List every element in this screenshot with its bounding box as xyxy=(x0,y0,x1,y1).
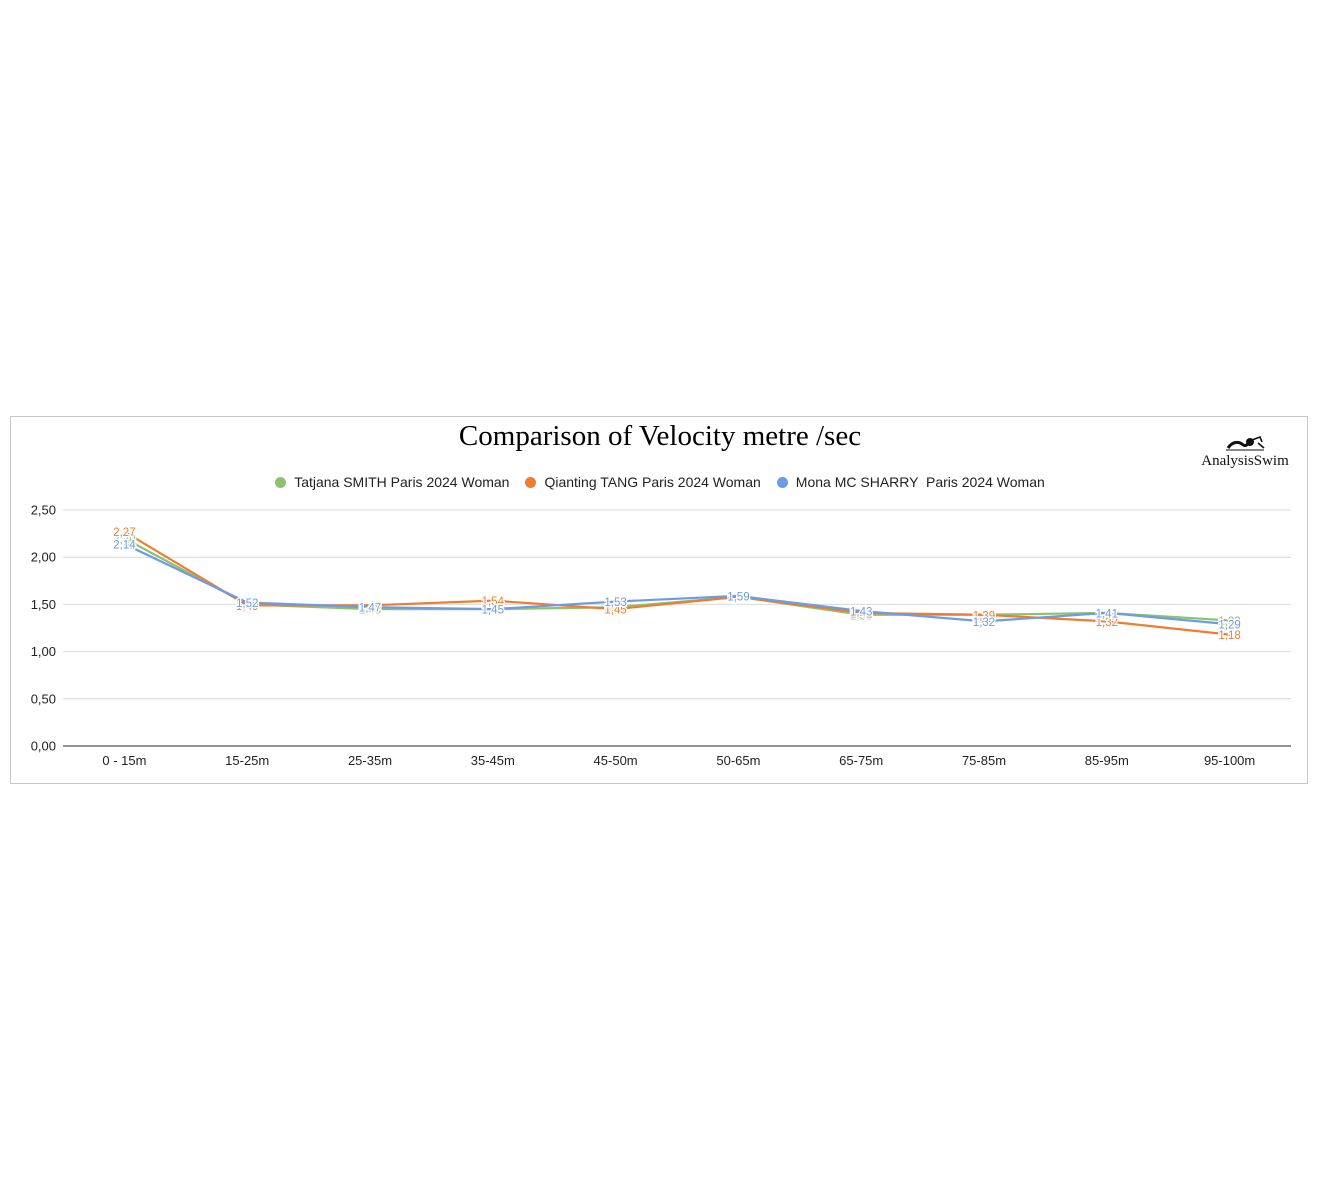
legend-swatch xyxy=(776,476,788,488)
data-label: 1,59 xyxy=(727,591,749,603)
data-label: 1,45 xyxy=(482,605,504,617)
data-label: 1,45 xyxy=(604,605,626,617)
data-label: 2,20 xyxy=(113,534,135,546)
data-label: 1,18 xyxy=(1218,630,1240,642)
legend-item-mcsharry: Mona MC SHARRY Paris 2024 Woman xyxy=(776,474,1045,490)
data-label: 1,39 xyxy=(973,610,995,622)
chart-legend: Tatjana SMITH Paris 2024 Woman Qianting … xyxy=(0,474,1320,490)
data-label: 1,49 xyxy=(236,601,258,613)
x-tick-label: 75-85m xyxy=(962,753,1006,768)
data-label: 1,29 xyxy=(1218,620,1240,632)
y-tick-label: 2,00 xyxy=(31,550,56,565)
series-line-0 xyxy=(123,537,1230,622)
swimmer-icon xyxy=(1226,435,1265,451)
data-label: 1,45 xyxy=(359,605,381,617)
chart-title: Comparison of Velocity metre /sec xyxy=(458,420,862,452)
legend-label: Tatjana SMITH Paris 2024 Woman xyxy=(294,474,510,490)
legend-item-smith: Tatjana SMITH Paris 2024 Woman xyxy=(275,474,509,490)
x-tick-label: 50-65m xyxy=(716,753,760,768)
data-label: 2,14 xyxy=(113,539,136,551)
data-label: 1,54 xyxy=(482,596,505,608)
y-tick-label: 2,50 xyxy=(31,503,56,518)
legend-label: Qianting TANG Paris 2024 Woman xyxy=(544,474,761,490)
logo-text: AnalysisSwim xyxy=(1201,453,1289,469)
data-label: 1,58 xyxy=(727,592,749,604)
data-label: 1,45 xyxy=(482,605,504,617)
legend-label: Mona MC SHARRY Paris 2024 Woman xyxy=(795,474,1045,490)
data-label: 1,43 xyxy=(850,607,872,619)
y-tick-label: 1,50 xyxy=(31,597,56,612)
x-tick-label: 0 - 15m xyxy=(102,753,146,768)
series-line-1 xyxy=(123,530,1230,636)
data-label: 1,47 xyxy=(359,603,381,615)
analysisswim-logo: AnalysisSwim xyxy=(1190,434,1300,470)
data-label: 1,41 xyxy=(1096,608,1118,620)
data-label: 1,33 xyxy=(1218,616,1240,628)
data-label: 1,32 xyxy=(1096,617,1118,629)
series-line-2 xyxy=(123,542,1230,626)
legend-swatch xyxy=(275,476,287,488)
data-label: 1,58 xyxy=(727,592,749,604)
x-tick-label: 35-45m xyxy=(471,753,515,768)
x-tick-label: 95-100m xyxy=(1204,753,1255,768)
y-tick-label: 0,00 xyxy=(31,739,56,754)
data-label: 1,50 xyxy=(236,600,258,612)
y-tick-label: 0,50 xyxy=(31,691,56,706)
data-label: 1,53 xyxy=(604,597,626,609)
data-label: 1,41 xyxy=(850,608,872,620)
data-label: 1,41 xyxy=(1096,608,1118,620)
y-tick-label: 1,00 xyxy=(31,644,56,659)
legend-swatch xyxy=(525,476,537,488)
x-tick-label: 25-35m xyxy=(348,753,392,768)
data-label: 1,47 xyxy=(604,603,626,615)
data-label: 1,39 xyxy=(850,610,872,622)
x-tick-label: 45-50m xyxy=(594,753,638,768)
x-tick-label: 15-25m xyxy=(225,753,269,768)
x-tick-label: 85-95m xyxy=(1085,753,1129,768)
data-label: 1,39 xyxy=(973,610,995,622)
x-tick-label: 65-75m xyxy=(839,753,883,768)
data-label: 1,32 xyxy=(973,617,995,629)
data-label: 2,27 xyxy=(113,527,135,539)
data-label: 1,49 xyxy=(359,601,381,613)
legend-item-tang: Qianting TANG Paris 2024 Woman xyxy=(525,474,761,490)
data-label: 1,52 xyxy=(236,598,258,610)
